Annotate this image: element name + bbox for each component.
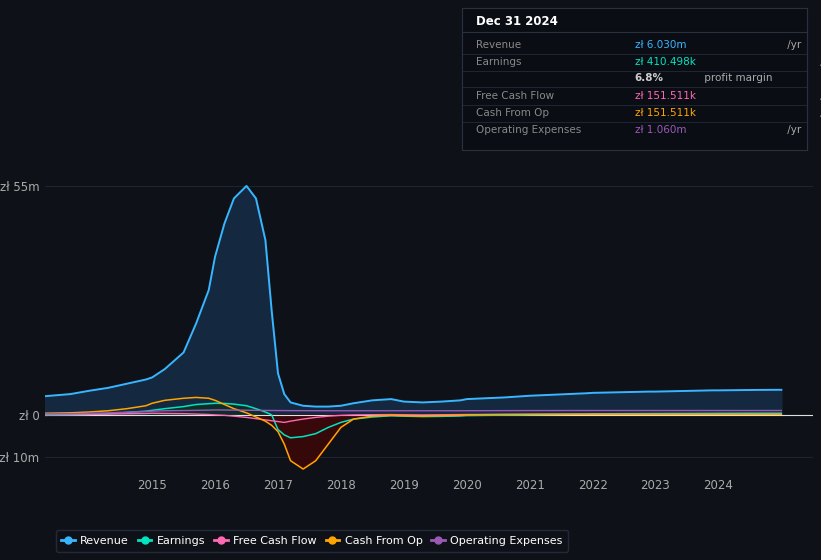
Text: /yr: /yr: [817, 108, 821, 118]
Text: Free Cash Flow: Free Cash Flow: [476, 91, 554, 101]
Text: Cash From Op: Cash From Op: [476, 108, 549, 118]
Text: Earnings: Earnings: [476, 57, 521, 67]
Text: Revenue: Revenue: [476, 40, 521, 50]
Text: /yr: /yr: [817, 91, 821, 101]
Text: Dec 31 2024: Dec 31 2024: [476, 16, 558, 29]
Text: 6.8%: 6.8%: [635, 73, 663, 83]
Text: /yr: /yr: [783, 125, 800, 136]
Text: profit margin: profit margin: [701, 73, 773, 83]
Text: zł 151.511k: zł 151.511k: [635, 108, 695, 118]
Text: zł 1.060m: zł 1.060m: [635, 125, 686, 136]
Text: /yr: /yr: [783, 40, 800, 50]
Legend: Revenue, Earnings, Free Cash Flow, Cash From Op, Operating Expenses: Revenue, Earnings, Free Cash Flow, Cash …: [56, 530, 568, 552]
Text: /yr: /yr: [817, 57, 821, 67]
Text: zł 6.030m: zł 6.030m: [635, 40, 686, 50]
Text: Operating Expenses: Operating Expenses: [476, 125, 581, 136]
Text: zł 151.511k: zł 151.511k: [635, 91, 695, 101]
Text: zł 410.498k: zł 410.498k: [635, 57, 695, 67]
